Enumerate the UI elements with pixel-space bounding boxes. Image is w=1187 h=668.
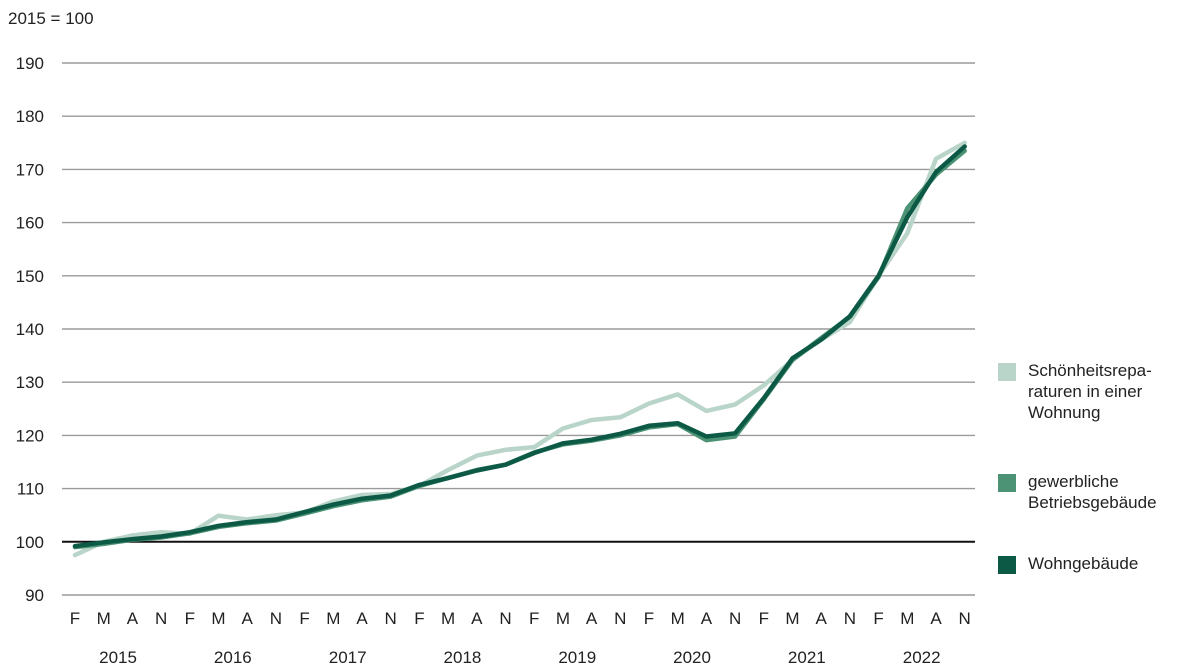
x-tick-label: N <box>499 609 511 628</box>
y-tick-label: 160 <box>16 214 44 233</box>
x-tick-label: M <box>671 609 685 628</box>
year-label: 2016 <box>214 648 252 667</box>
x-tick-label: A <box>586 609 598 628</box>
legend-swatch <box>998 556 1016 574</box>
year-label: 2018 <box>444 648 482 667</box>
year-label: 2021 <box>788 648 826 667</box>
legend-label: gewerbliche Betriebsgebäude <box>1028 472 1157 512</box>
legend-swatch <box>998 474 1016 492</box>
x-tick-label: M <box>441 609 455 628</box>
year-label: 2022 <box>903 648 941 667</box>
legend-label: Wohngebäude <box>1028 554 1139 573</box>
x-tick-label: F <box>70 609 80 628</box>
year-label: 2017 <box>329 648 367 667</box>
x-tick-label: M <box>556 609 570 628</box>
y-tick-label: 140 <box>16 320 44 339</box>
year-label: 2020 <box>673 648 711 667</box>
y-tick-label: 90 <box>25 586 44 605</box>
y-tick-label: 120 <box>16 426 44 445</box>
x-tick-label: A <box>242 609 254 628</box>
x-tick-label: N <box>959 609 971 628</box>
y-tick-label: 190 <box>16 54 44 73</box>
x-tick-label: N <box>844 609 856 628</box>
x-tick-label: N <box>385 609 397 628</box>
x-tick-label: M <box>900 609 914 628</box>
x-tick-label: F <box>644 609 654 628</box>
x-tick-label: F <box>529 609 539 628</box>
y-axis-unit-label: 2015 = 100 <box>8 9 94 28</box>
x-tick-label: F <box>299 609 309 628</box>
x-tick-label: A <box>127 609 139 628</box>
y-tick-label: 150 <box>16 267 44 286</box>
x-tick-label: M <box>211 609 225 628</box>
year-label: 2019 <box>558 648 596 667</box>
y-tick-label: 180 <box>16 107 44 126</box>
y-tick-label: 130 <box>16 373 44 392</box>
x-tick-label: A <box>930 609 942 628</box>
x-tick-label: M <box>785 609 799 628</box>
x-tick-label: F <box>414 609 424 628</box>
x-tick-label: N <box>729 609 741 628</box>
legend-label: Schönheitsrepa- raturen in einer Wohnung <box>1028 361 1152 422</box>
x-tick-label: N <box>614 609 626 628</box>
y-tick-label: 110 <box>17 480 44 499</box>
x-tick-label: A <box>471 609 483 628</box>
x-tick-label: F <box>873 609 883 628</box>
x-tick-label: A <box>816 609 828 628</box>
x-tick-label: M <box>326 609 340 628</box>
y-tick-labels: 90 100 110 120 130 140 150 160 170 180 190 <box>16 54 44 605</box>
x-tick-label: F <box>185 609 195 628</box>
year-label: 2015 <box>99 648 137 667</box>
x-tick-label: M <box>97 609 111 628</box>
series-line-3 <box>72 144 967 549</box>
x-tick-label: N <box>270 609 282 628</box>
x-tick-label: A <box>701 609 713 628</box>
year-labels: 2015 2016 2017 2018 2019 2020 2021 2022 <box>99 648 940 667</box>
series-line-1 <box>72 140 967 558</box>
x-tick-label: F <box>759 609 769 628</box>
y-tick-label: 100 <box>16 533 44 552</box>
series-line-2 <box>72 148 967 550</box>
legend-swatch <box>998 363 1016 381</box>
series-lines <box>72 140 967 558</box>
gridlines <box>62 62 975 596</box>
x-tick-label: A <box>356 609 368 628</box>
y-tick-label: 170 <box>16 160 44 179</box>
x-tick-label: N <box>155 609 167 628</box>
